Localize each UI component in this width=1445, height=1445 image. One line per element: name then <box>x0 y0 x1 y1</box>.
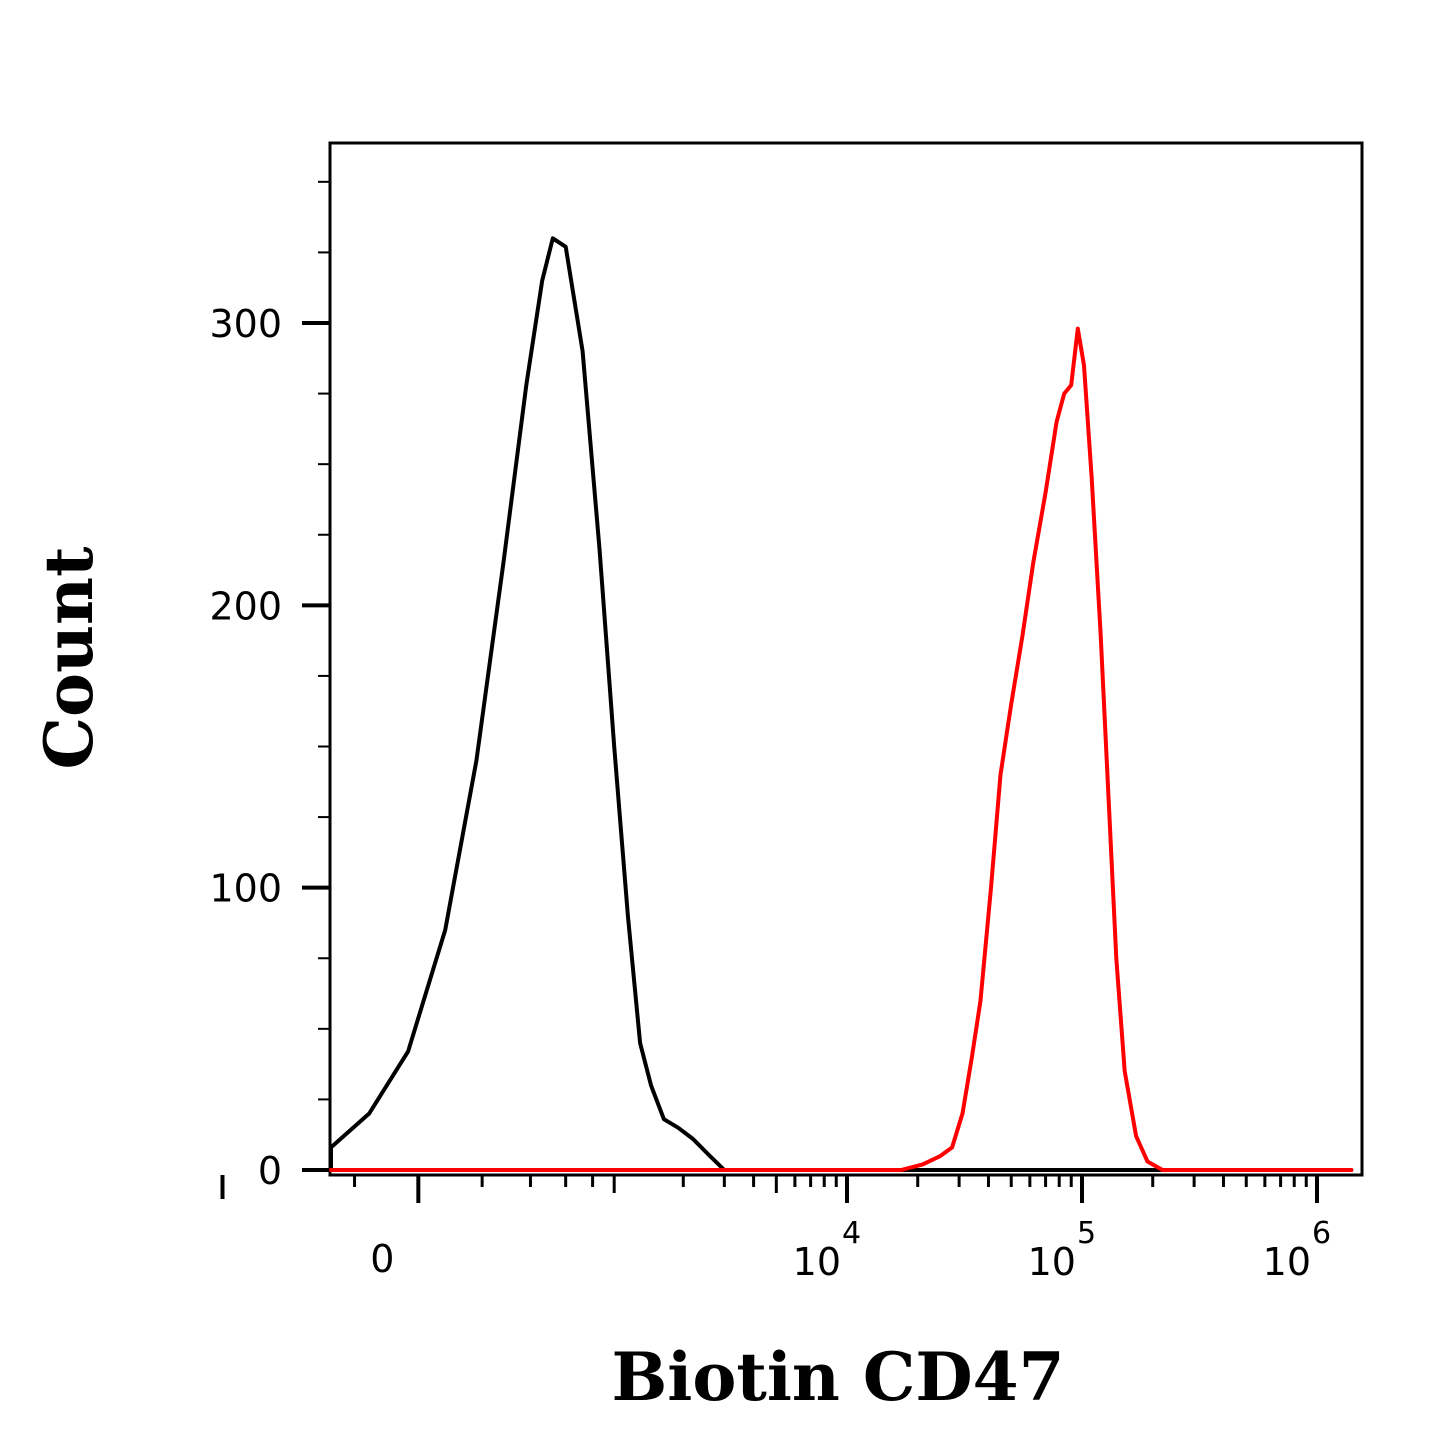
y-axis-title: Count <box>30 546 108 770</box>
y-tick-label: 200 <box>209 584 282 628</box>
x-tick-label: 0 <box>370 1237 394 1281</box>
x-axis-minor-ticks <box>220 1175 1308 1199</box>
x-tick-label-base: 10 <box>1028 1240 1076 1284</box>
x-tick-label-base: 10 <box>793 1240 841 1284</box>
x-tick-label-base: 10 <box>1263 1240 1311 1284</box>
y-axis: 0 100 200 300 <box>209 302 330 1193</box>
plot-frame <box>328 141 1364 1177</box>
x-tick-label-exponent: 6 <box>1312 1216 1331 1251</box>
series-line-2 <box>329 326 1354 1172</box>
x-tick-label-exponent: 5 <box>1077 1216 1096 1251</box>
x-tick-label: 105 <box>1028 1216 1096 1284</box>
y-tick-label: 0 <box>258 1149 282 1193</box>
x-axis-title: Biotin CD47 <box>611 1338 1064 1416</box>
y-tick-label: 100 <box>209 867 282 911</box>
y-tick-label: 300 <box>209 302 282 346</box>
x-tick-label: 104 <box>793 1216 861 1284</box>
series-layer <box>329 236 1354 1172</box>
x-tick-label: 106 <box>1263 1216 1331 1284</box>
y-axis-minor-ticks <box>318 180 330 1101</box>
x-tick-label-exponent: 4 <box>842 1216 861 1251</box>
series-line-1 <box>329 236 1354 1172</box>
